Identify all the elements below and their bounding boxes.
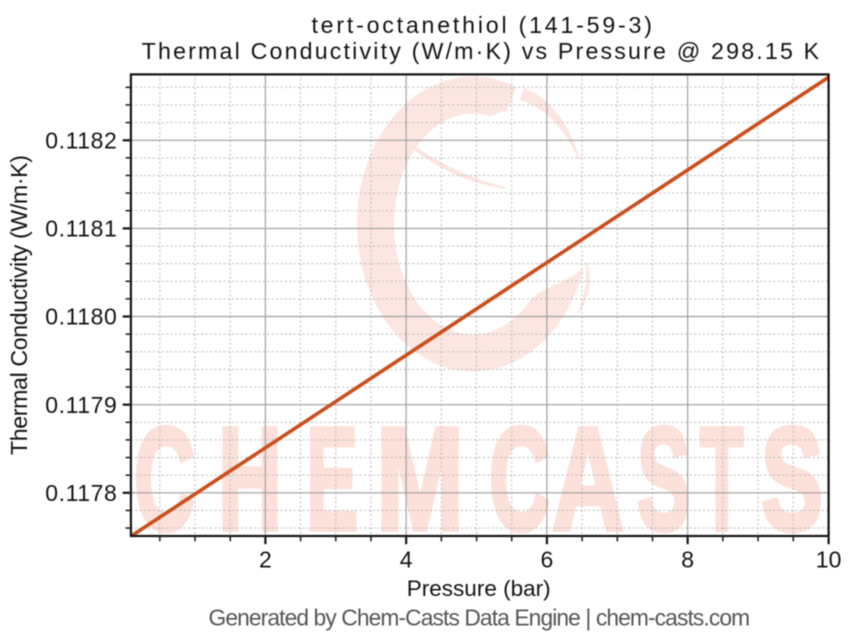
svg-text:0.1180: 0.1180 [45, 304, 117, 330]
svg-text:0.1178: 0.1178 [45, 480, 117, 506]
svg-text:0.1182: 0.1182 [45, 128, 117, 154]
svg-text:Pressure (bar): Pressure (bar) [407, 576, 551, 601]
svg-text:T: T [700, 398, 744, 562]
svg-text:8: 8 [681, 546, 694, 572]
svg-text:0.1179: 0.1179 [45, 392, 117, 418]
svg-text:2: 2 [259, 546, 272, 572]
svg-text:Thermal Conductivity (W/m·K): Thermal Conductivity (W/m·K) [6, 155, 32, 455]
svg-text:Thermal Conductivity (W/m·K) v: Thermal Conductivity (W/m·K) vs Pressure… [142, 38, 820, 64]
svg-text:C: C [489, 398, 550, 562]
svg-text:0.1181: 0.1181 [45, 216, 117, 242]
svg-text:tert-octanethiol (141-59-3): tert-octanethiol (141-59-3) [311, 12, 652, 38]
svg-text:6: 6 [541, 546, 554, 572]
svg-text:4: 4 [400, 546, 413, 572]
svg-text:Generated by Chem-Casts Data E: Generated by Chem-Casts Data Engine | ch… [209, 604, 751, 630]
svg-text:10: 10 [816, 546, 842, 572]
